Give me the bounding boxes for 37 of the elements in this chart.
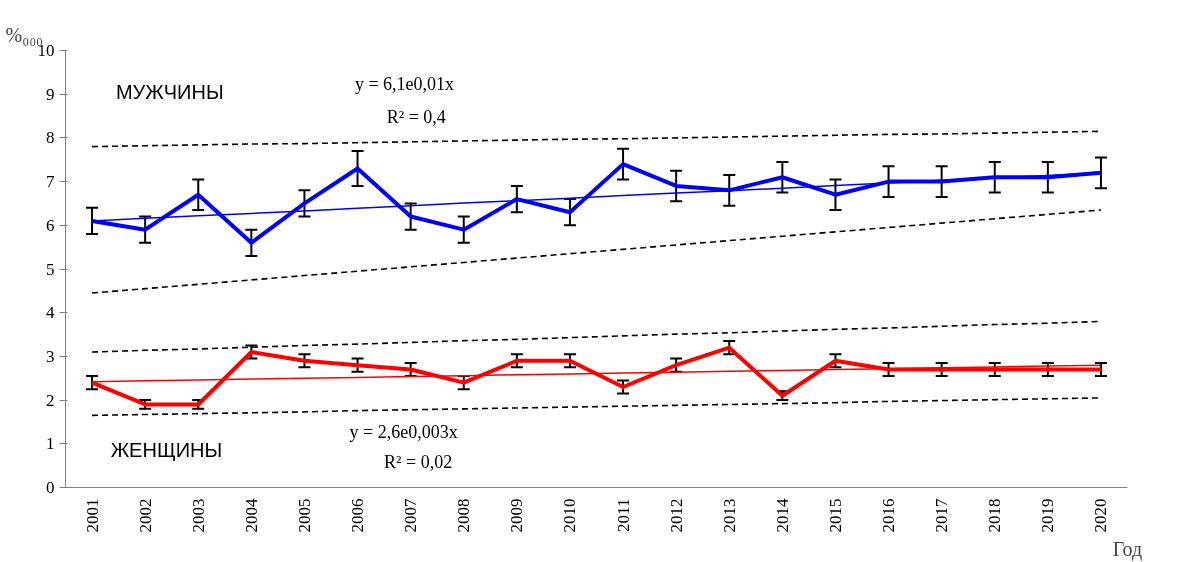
y-tick-label: 1 xyxy=(46,434,55,454)
annotation: МУЖЧИНЫ xyxy=(115,80,224,103)
annotation: y = 2,6e0,003x xyxy=(349,421,458,442)
x-axis-title: Год xyxy=(1112,537,1143,561)
x-tick-label: 2013 xyxy=(719,498,739,533)
y-tick-label: 5 xyxy=(46,259,55,279)
y-tick-label: 2 xyxy=(46,390,55,410)
x-tick-label: 2017 xyxy=(932,498,952,533)
y-tick-label: 6 xyxy=(46,215,55,235)
x-tick-label: 2014 xyxy=(772,498,792,533)
x-tick-label: 2016 xyxy=(879,498,899,533)
x-tick-label: 2012 xyxy=(666,498,686,533)
x-tick-label: 2004 xyxy=(241,498,261,533)
x-tick-label: 2003 xyxy=(188,498,208,533)
x-tick-label: 2010 xyxy=(560,498,580,533)
x-tick-label: 2020 xyxy=(1091,498,1111,533)
annotation: R² = 0,4 xyxy=(386,106,446,127)
x-tick-label: 2009 xyxy=(507,498,527,533)
x-tick-label: 2015 xyxy=(825,498,845,533)
x-tick-label: 2005 xyxy=(294,498,314,533)
x-tick-label: 2002 xyxy=(135,498,155,533)
y-tick-label: 0 xyxy=(46,478,55,497)
x-tick-label: 2011 xyxy=(613,498,633,532)
y-tick-label: 9 xyxy=(46,84,55,104)
annotation: y = 6,1e0,01x xyxy=(354,74,455,95)
x-tick-label: 2006 xyxy=(348,498,368,533)
x-tick-label: 2019 xyxy=(1038,498,1058,533)
y-tick-label: 8 xyxy=(46,128,55,148)
annotation: ЖЕНЩИНЫ xyxy=(110,439,223,462)
y-tick-label: 3 xyxy=(46,346,55,366)
x-tick-label: 2007 xyxy=(401,498,421,533)
x-tick-label: 2018 xyxy=(985,498,1005,533)
x-tick-label: 2001 xyxy=(82,498,102,533)
y-tick-label: 7 xyxy=(46,172,55,192)
y-tick-label: 4 xyxy=(46,303,55,323)
x-tick-label: 2008 xyxy=(454,498,474,533)
annotation: R² = 0,02 xyxy=(384,452,453,473)
